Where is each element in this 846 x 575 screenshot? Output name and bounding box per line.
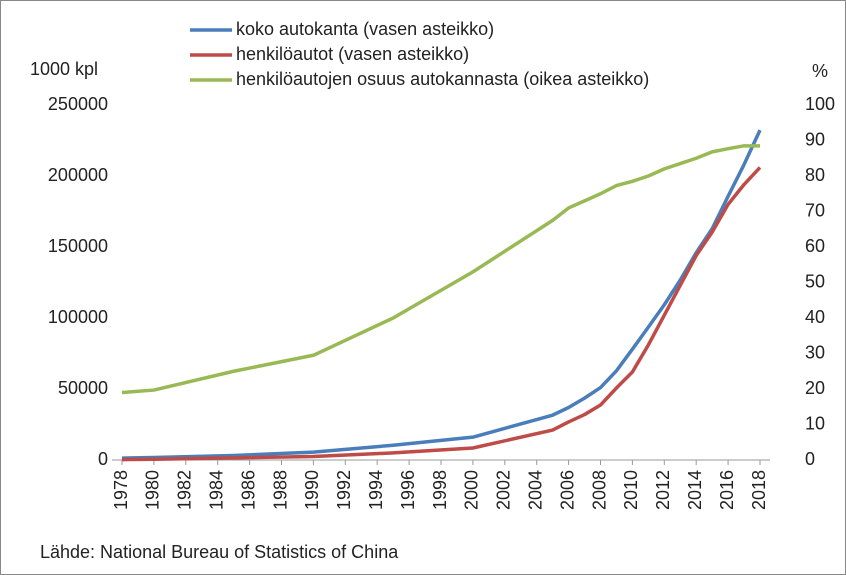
x-tick-label: 2008	[589, 470, 609, 510]
y2-tick-label: 20	[805, 378, 825, 398]
legend-label: koko autokanta (vasen asteikko)	[236, 19, 494, 39]
line	[121, 129, 762, 460]
x-tick-label: 1986	[238, 470, 258, 510]
x-tick-label: 2000	[462, 470, 482, 510]
y2-tick-label: 100	[805, 94, 835, 114]
legend-label: henkilöautojen osuus autokannasta (oikea…	[236, 69, 649, 89]
y2-tick-label: 10	[805, 413, 825, 433]
y2-axis-label: %	[812, 61, 828, 81]
x-tick-label: 1992	[334, 470, 354, 510]
y2-tick-label: 0	[805, 449, 815, 469]
x-tick-label: 1982	[175, 470, 195, 510]
y-axis-label: 1000 kpl	[30, 59, 98, 79]
y2-tick-label: 60	[805, 236, 825, 256]
x-tick-label: 1998	[430, 470, 450, 510]
x-tick-label: 2018	[749, 470, 769, 510]
source: Lähde: National Bureau of Statistics of …	[40, 542, 399, 562]
x-tick-label: 2012	[653, 470, 673, 510]
line	[121, 144, 760, 395]
y-tick-label: 200000	[48, 165, 108, 185]
y2-tick-label: 40	[805, 307, 825, 327]
y-tick-label: 100000	[48, 307, 108, 327]
x-tick-label: 2006	[557, 470, 577, 510]
x-tick-label: 2004	[525, 470, 545, 510]
y2-tick-label: 80	[805, 165, 825, 185]
x-tick-label: 2016	[717, 470, 737, 510]
x-tick-label: 2014	[685, 470, 705, 510]
x-tick-label: 1984	[206, 470, 226, 510]
y2-tick-label: 30	[805, 342, 825, 362]
x-tick-label: 1996	[398, 470, 418, 510]
y-tick-label: 150000	[48, 236, 108, 256]
x-tick-label: 2010	[621, 470, 641, 510]
y2-tick-label: 70	[805, 200, 825, 220]
x-tick-label: 1988	[270, 470, 290, 510]
x-tick-label: 2002	[494, 470, 514, 510]
y2-tick-label: 50	[805, 271, 825, 291]
legend-label: henkilöautot (vasen asteikko)	[236, 44, 469, 64]
x-tick-label: 1978	[111, 470, 131, 510]
y-tick-label: 50000	[58, 378, 108, 398]
y2-tick-label: 90	[805, 129, 825, 149]
y-tick-label: 250000	[48, 94, 108, 114]
x-tick-label: 1990	[302, 470, 322, 510]
line	[121, 166, 762, 462]
y-tick-label: 0	[98, 449, 108, 469]
x-tick-label: 1980	[143, 470, 163, 510]
x-tick-label: 1994	[366, 470, 386, 510]
